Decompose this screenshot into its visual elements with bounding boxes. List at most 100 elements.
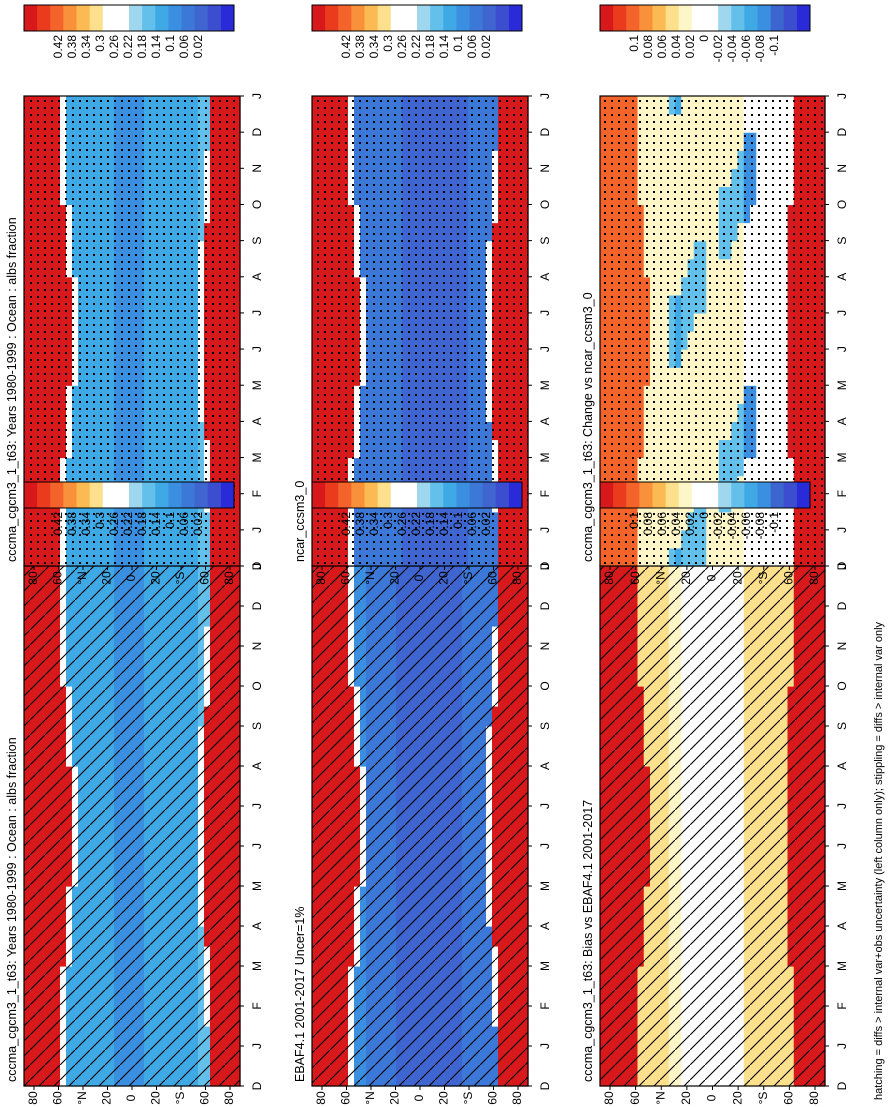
panel-title: ncar_ccsm3_0 bbox=[293, 481, 307, 562]
lat-label: 80 bbox=[222, 1091, 236, 1105]
month-label: O bbox=[538, 200, 552, 209]
lat-label: 80 bbox=[222, 571, 236, 585]
lat-label: 60 bbox=[486, 571, 500, 585]
month-label: S bbox=[250, 237, 264, 245]
month-label: J bbox=[835, 803, 849, 809]
month-label: A bbox=[538, 922, 552, 930]
month-label: O bbox=[250, 200, 264, 209]
lat-label: °S bbox=[173, 1092, 187, 1105]
lat-label: 60 bbox=[51, 1091, 65, 1105]
month-label: A bbox=[835, 762, 849, 770]
month-label: M bbox=[250, 453, 264, 463]
lat-label: °S bbox=[173, 572, 187, 585]
month-label: J bbox=[250, 527, 264, 533]
lat-label: 20 bbox=[437, 571, 451, 585]
month-label: A bbox=[538, 762, 552, 770]
month-label: A bbox=[538, 273, 552, 281]
month-label: D bbox=[538, 1081, 552, 1090]
lat-label: °S bbox=[461, 1092, 475, 1105]
lat-label: °S bbox=[756, 1092, 770, 1105]
month-label: M bbox=[835, 961, 849, 971]
lat-label: 60 bbox=[339, 571, 353, 585]
month-label: N bbox=[835, 642, 849, 651]
month-label: F bbox=[538, 490, 552, 497]
month-label: J bbox=[835, 843, 849, 849]
month-label: O bbox=[250, 681, 264, 690]
month-label: N bbox=[538, 642, 552, 651]
month-label: M bbox=[250, 881, 264, 891]
month-label: D bbox=[250, 127, 264, 136]
lat-label: 80 bbox=[314, 1091, 328, 1105]
month-label: M bbox=[835, 881, 849, 891]
month-label: J bbox=[250, 93, 264, 99]
month-label: F bbox=[250, 490, 264, 497]
month-label: S bbox=[250, 722, 264, 730]
lat-label: 60 bbox=[51, 571, 65, 585]
lat-label: 80 bbox=[510, 571, 524, 585]
hatch-overlay bbox=[312, 566, 528, 1086]
month-label: J bbox=[250, 346, 264, 352]
month-label: N bbox=[250, 642, 264, 651]
month-label: M bbox=[250, 961, 264, 971]
month-label: N bbox=[538, 164, 552, 173]
month-label: D bbox=[538, 561, 552, 570]
lat-label: 0 bbox=[412, 1094, 426, 1101]
panel-title: cccma_cgcm3_1_t63: Bias vs EBAF4.1 2001-… bbox=[581, 800, 595, 1082]
lat-label: 80 bbox=[26, 571, 40, 585]
month-label: F bbox=[538, 1002, 552, 1009]
lat-label: °N bbox=[653, 1091, 667, 1104]
month-label: J bbox=[538, 527, 552, 533]
lat-label: 0 bbox=[124, 1094, 138, 1101]
lat-label: 80 bbox=[26, 1091, 40, 1105]
month-label: M bbox=[250, 380, 264, 390]
lat-label: 60 bbox=[198, 1091, 212, 1105]
lat-label: 80 bbox=[510, 1091, 524, 1105]
lat-label: °N bbox=[75, 571, 89, 584]
lat-label: 60 bbox=[339, 1091, 353, 1105]
month-label: D bbox=[250, 561, 264, 570]
lat-label: 0 bbox=[412, 574, 426, 581]
month-label: M bbox=[538, 881, 552, 891]
lat-label: 20 bbox=[437, 1091, 451, 1105]
month-label: J bbox=[538, 1043, 552, 1049]
lat-label: 20 bbox=[149, 571, 163, 585]
lat-label: 60 bbox=[628, 1091, 642, 1105]
month-label: J bbox=[250, 843, 264, 849]
month-label: J bbox=[250, 1043, 264, 1049]
month-label: D bbox=[835, 601, 849, 610]
month-label: J bbox=[538, 93, 552, 99]
lat-label: 80 bbox=[314, 571, 328, 585]
month-label: A bbox=[835, 922, 849, 930]
lat-label: 0 bbox=[124, 574, 138, 581]
month-label: J bbox=[538, 346, 552, 352]
lat-label: 20 bbox=[100, 571, 114, 585]
month-label: D bbox=[835, 1081, 849, 1090]
panel-title: cccma_cgcm3_1_t63: Years 1980-1999 : Oce… bbox=[5, 217, 19, 562]
month-label: S bbox=[835, 722, 849, 730]
lat-label: 20 bbox=[149, 1091, 163, 1105]
lat-label: 20 bbox=[388, 571, 402, 585]
month-label: S bbox=[538, 237, 552, 245]
lat-label: °N bbox=[75, 1091, 89, 1104]
panel-title: EBAF4.1 2001-2017 Uncer=1% bbox=[293, 907, 307, 1082]
month-label: F bbox=[835, 1002, 849, 1009]
month-label: A bbox=[250, 273, 264, 281]
month-label: O bbox=[835, 681, 849, 690]
month-label: A bbox=[538, 417, 552, 425]
month-label: A bbox=[250, 762, 264, 770]
month-label: M bbox=[538, 961, 552, 971]
month-label: J bbox=[538, 803, 552, 809]
month-label: J bbox=[538, 563, 552, 569]
month-label: M bbox=[538, 380, 552, 390]
month-label: O bbox=[538, 681, 552, 690]
month-label: J bbox=[835, 563, 849, 569]
lat-label: °N bbox=[363, 1091, 377, 1104]
month-label: D bbox=[538, 601, 552, 610]
lat-label: 20 bbox=[679, 1091, 693, 1105]
